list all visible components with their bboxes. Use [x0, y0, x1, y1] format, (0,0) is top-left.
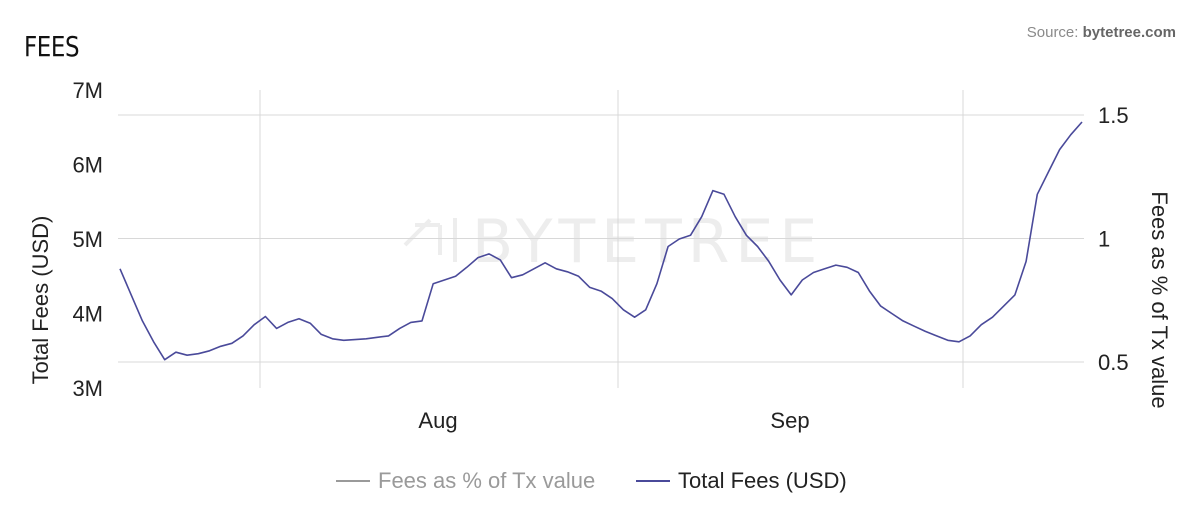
- x-tick-label: Aug: [418, 408, 457, 433]
- left-tick-label: 5M: [72, 227, 103, 252]
- grid: [118, 90, 1084, 388]
- source-name[interactable]: bytetree.com: [1082, 24, 1176, 41]
- series-line-total-fees[interactable]: [119, 121, 1083, 361]
- legend-item-total-fees[interactable]: Total Fees (USD): [636, 468, 847, 493]
- x-tick-label: Sep: [770, 408, 809, 433]
- left-axis-title: Total Fees (USD): [28, 216, 53, 385]
- left-tick-label: 6M: [72, 153, 103, 178]
- right-tick-label: 1: [1098, 227, 1110, 252]
- legend-label-total-fees: Total Fees (USD): [678, 468, 847, 493]
- x-axis-ticks: Aug Sep: [418, 408, 809, 433]
- legend: Fees as % of Tx value Total Fees (USD): [336, 468, 847, 493]
- left-axis-ticks: 3M 4M 5M 6M 7M: [72, 78, 103, 401]
- chart-title: FEES: [24, 30, 80, 63]
- source-credit[interactable]: Source: bytetree.com: [1027, 24, 1176, 41]
- watermark-logo-icon: [403, 218, 457, 262]
- left-tick-label: 4M: [72, 302, 103, 327]
- watermark-text: BYTETREE: [472, 207, 823, 277]
- right-axis-title: Fees as % of Tx value: [1147, 191, 1172, 408]
- watermark: BYTETREE: [403, 207, 823, 277]
- left-tick-label: 3M: [72, 376, 103, 401]
- left-tick-label: 7M: [72, 78, 103, 103]
- right-tick-label: 1.5: [1098, 103, 1129, 128]
- legend-label-fees-pct: Fees as % of Tx value: [378, 468, 595, 493]
- right-tick-label: 0.5: [1098, 350, 1129, 375]
- right-axis-ticks: 0.5 1 1.5: [1098, 103, 1129, 375]
- legend-item-fees-pct[interactable]: Fees as % of Tx value: [336, 468, 595, 493]
- source-prefix: Source:: [1026, 24, 1079, 41]
